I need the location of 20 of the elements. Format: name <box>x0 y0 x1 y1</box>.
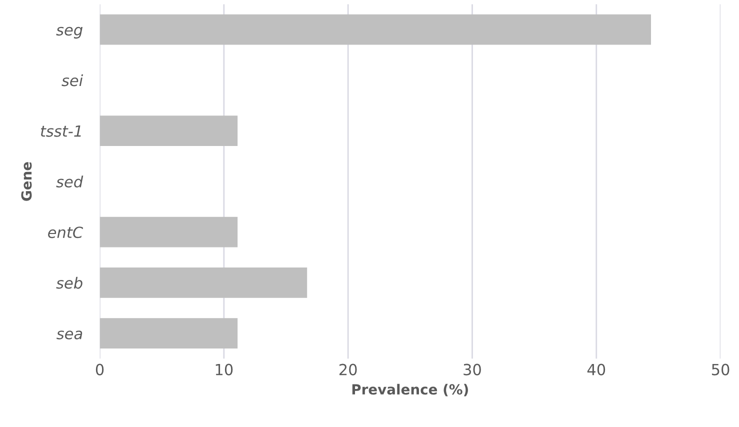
y-tick-label: sed <box>56 176 84 188</box>
x-tick-label: 20 <box>339 364 357 376</box>
x-tick-label: 0 <box>96 364 104 376</box>
x-tick-label: 10 <box>216 364 233 376</box>
x-axis-title: Prevalence (%) <box>352 384 468 396</box>
x-tick-label: 50 <box>712 364 730 376</box>
bar <box>100 216 238 248</box>
y-tick-label: seb <box>56 276 82 289</box>
y-axis-title: Gene <box>21 162 32 201</box>
x-tick-label: 30 <box>464 364 481 376</box>
bar <box>100 318 238 349</box>
y-tick-label: sea <box>56 330 82 340</box>
bar <box>100 14 651 45</box>
bar <box>100 116 238 146</box>
bar <box>100 268 308 298</box>
y-tick-label: entC <box>48 226 84 238</box>
y-tick-label: sei <box>62 74 84 86</box>
y-tick-label: seg <box>56 26 83 39</box>
y-tick-label: tsst-1 <box>40 126 81 137</box>
x-tick-label: 40 <box>587 364 606 376</box>
